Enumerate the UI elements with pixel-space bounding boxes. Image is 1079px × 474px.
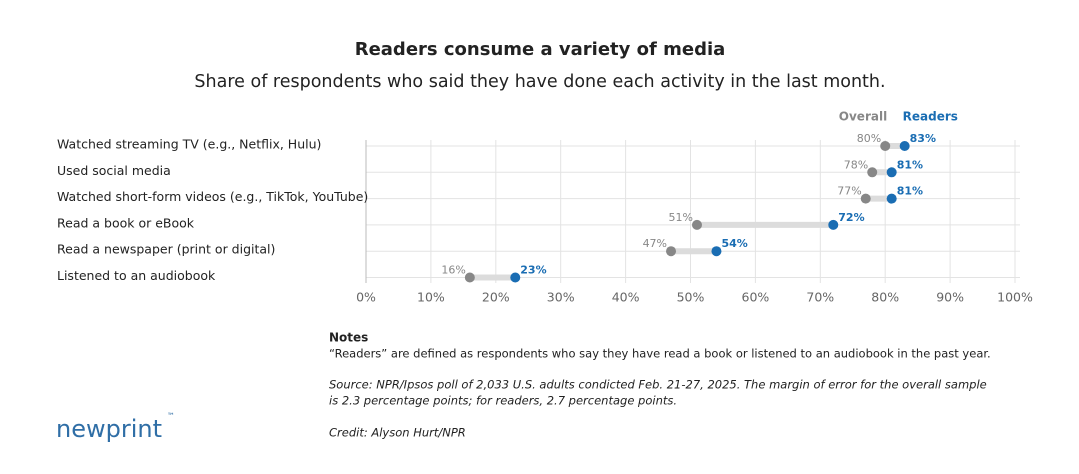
x-tick-label: 80% bbox=[871, 290, 899, 305]
category-label: Used social media bbox=[57, 163, 171, 178]
dot bbox=[880, 141, 891, 151]
source-text: is 2.3 percentage points; for readers, 2… bbox=[329, 394, 677, 408]
category-label: Read a book or eBook bbox=[57, 215, 195, 230]
dot bbox=[510, 272, 521, 283]
x-tick-label: 50% bbox=[677, 290, 705, 305]
dot bbox=[691, 219, 702, 230]
value-label: 78% bbox=[844, 158, 868, 171]
dot bbox=[886, 167, 897, 178]
value-label: 72% bbox=[838, 211, 864, 224]
x-tick-label: 30% bbox=[547, 290, 575, 305]
notes-text: “Readers” are defined as respondents who… bbox=[329, 347, 991, 361]
logo: newprint bbox=[56, 415, 162, 443]
x-tick-label: 10% bbox=[417, 290, 445, 305]
dot bbox=[464, 272, 475, 283]
x-tick-label: 60% bbox=[742, 290, 770, 305]
legend-label: Readers bbox=[903, 110, 958, 124]
x-tick-label: 40% bbox=[612, 290, 640, 305]
dot bbox=[666, 246, 677, 257]
x-tick-label: 100% bbox=[997, 290, 1033, 305]
x-tick-label: 90% bbox=[936, 290, 964, 305]
value-label: 51% bbox=[669, 211, 693, 224]
value-label: 81% bbox=[897, 185, 923, 198]
value-label: 16% bbox=[441, 264, 465, 277]
dot bbox=[828, 219, 839, 230]
category-label: Watched streaming TV (e.g., Netflix, Hul… bbox=[57, 137, 321, 152]
source-text: Source: NPR/Ipsos poll of 2,033 U.S. adu… bbox=[329, 378, 987, 392]
value-label: 80% bbox=[857, 132, 881, 145]
category-label: Watched short-form videos (e.g., TikTok,… bbox=[57, 189, 368, 204]
value-label: 81% bbox=[897, 158, 923, 171]
notes-heading: Notes bbox=[329, 331, 368, 345]
chart-subtitle: Share of respondents who said they have … bbox=[194, 72, 885, 92]
chart-title: Readers consume a variety of media bbox=[355, 39, 726, 60]
value-label: 47% bbox=[643, 237, 667, 250]
legend-label: Overall bbox=[839, 110, 887, 124]
dot bbox=[860, 193, 871, 204]
x-tick-label: 0% bbox=[356, 290, 376, 305]
credit-text: Credit: Alyson Hurt/NPR bbox=[329, 426, 466, 440]
value-label: 83% bbox=[910, 132, 936, 145]
dot bbox=[711, 246, 722, 257]
dot bbox=[899, 141, 910, 151]
category-label: Listened to an audiobook bbox=[57, 268, 216, 283]
dot bbox=[867, 167, 878, 178]
x-tick-label: 20% bbox=[482, 290, 510, 305]
logo-trademark: ™ bbox=[167, 412, 175, 421]
value-label: 23% bbox=[520, 264, 546, 277]
category-label: Read a newspaper (print or digital) bbox=[57, 242, 275, 257]
x-tick-label: 70% bbox=[806, 290, 834, 305]
value-label: 54% bbox=[721, 237, 747, 250]
dot bbox=[886, 193, 897, 204]
value-label: 77% bbox=[837, 185, 861, 198]
